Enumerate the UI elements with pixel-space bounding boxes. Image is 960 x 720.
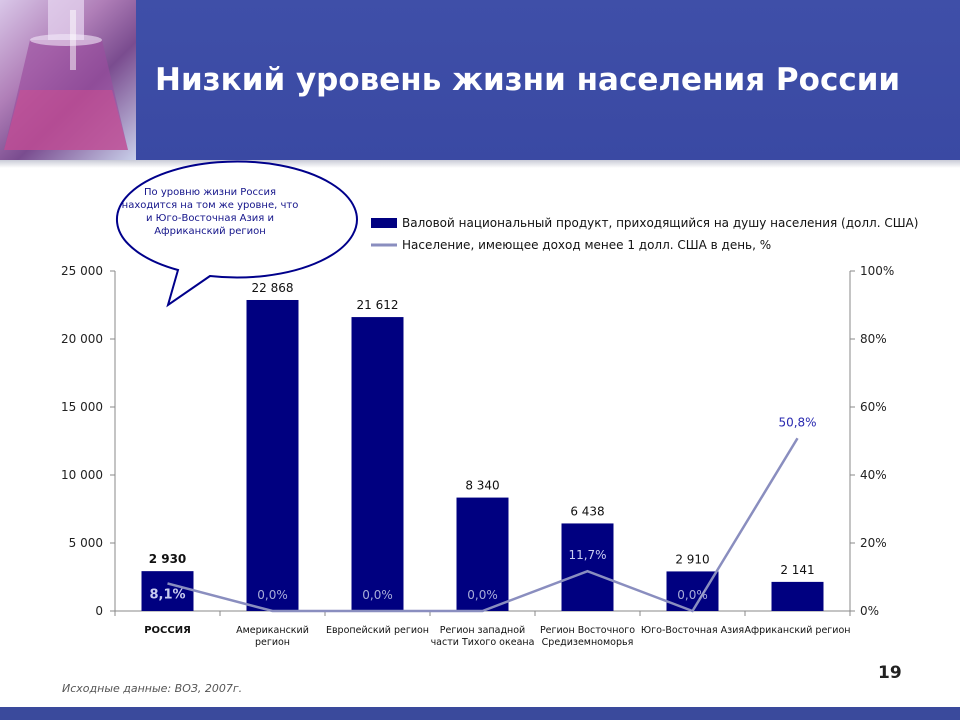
left-tick-label: 15 000 [61, 400, 103, 414]
right-tick-label: 80% [860, 332, 887, 346]
bar-value-label: 2 910 [675, 552, 709, 566]
category-label: Европейский регион [326, 625, 429, 636]
line-value-label: 11,7% [568, 548, 606, 562]
category-label-line: Европейский регион [326, 625, 429, 636]
category-label-line: Регион западной [440, 625, 525, 636]
category-label: РОССИЯ [144, 625, 191, 636]
category-labels: РОССИЯ Американский регион Европейский реги… [144, 625, 850, 648]
slide-header: Низкий уровень жизни населения России [0, 0, 960, 160]
callout-text: По уровню жизни Россия находится на том … [121, 187, 299, 237]
callout-bubble [115, 160, 358, 308]
line-value-label: 0,0% [257, 588, 288, 602]
category-label: Регион Восточного Средиземноморья [540, 625, 635, 648]
bar-value-label: 22 868 [252, 281, 294, 295]
bar-value-labels: 2 930 22 868 21 612 8 340 6 438 2 910 2 141 [149, 281, 815, 577]
left-tick-label: 25 000 [61, 264, 103, 278]
category-label: Африканский регион [745, 625, 851, 636]
left-tick-label: 5 000 [69, 536, 103, 550]
bar-value-label: 8 340 [465, 479, 499, 493]
right-tick-label: 100% [860, 264, 894, 278]
right-tick-label: 40% [860, 468, 887, 482]
category-label: Юго-Восточная Азия [641, 625, 744, 636]
bar-value-label: 21 612 [357, 298, 399, 312]
bar-series [141, 299, 824, 611]
line-value-label: 0,0% [467, 588, 498, 602]
legend-label-bar: Валовой национальный продукт, приходящий… [402, 216, 918, 230]
legend-swatch-bar [371, 218, 397, 228]
category-label-line: Регион Восточного [540, 625, 635, 636]
line-value-label: 0,0% [362, 588, 393, 602]
left-tick-label: 10 000 [61, 468, 103, 482]
bar [141, 571, 194, 611]
category-label: Регион западной части Тихого океана [431, 625, 535, 648]
category-label-line: части Тихого океана [431, 637, 535, 648]
header-divider [0, 160, 960, 168]
page-number: 19 [878, 663, 902, 683]
page-title: Низкий уровень жизни населения России [155, 62, 901, 98]
category-label-line: регион [255, 637, 290, 648]
right-tick-label: 60% [860, 400, 887, 414]
bar [246, 299, 299, 611]
bar [456, 497, 509, 611]
bar [351, 317, 404, 611]
chart-axes: 0 5 000 10 000 15 000 20 000 25 000 0% 20% 40% 60… [61, 264, 894, 618]
category-label-line: Африканский регион [745, 625, 851, 636]
right-tick-label: 20% [860, 536, 887, 550]
line-value-label: 50,8% [778, 415, 816, 429]
line-value-label: 0,0% [677, 588, 708, 602]
category-label-line: РОССИЯ [144, 625, 191, 636]
line-value-label: 8,1% [149, 587, 185, 602]
chart-legend: Валовой национальный продукт, приходящий… [371, 216, 918, 252]
right-tick-label: 0% [860, 604, 879, 618]
line-value-labels: 8,1% 0,0% 0,0% 0,0% 11,7% 0,0% 50,8% [149, 415, 816, 602]
legend-label-line: Население, имеющее доход менее 1 долл. С… [402, 238, 771, 252]
bar-value-label: 2 141 [780, 563, 814, 577]
bar [771, 581, 824, 611]
bar-value-label: 2 930 [149, 552, 187, 566]
line-path [167, 437, 799, 613]
left-tick-label: 0 [95, 604, 103, 618]
line-series [167, 437, 799, 613]
category-label-line: Юго-Восточная Азия [641, 625, 744, 636]
category-label-line: Средиземноморья [542, 637, 634, 648]
left-tick-label: 20 000 [61, 332, 103, 346]
bar-value-label: 6 438 [570, 504, 604, 518]
category-label: Американский регион [236, 625, 309, 648]
bar [561, 523, 614, 611]
footer-bar [0, 707, 960, 720]
source-footnote: Исходные данные: ВОЗ, 2007г. [62, 682, 243, 695]
flask-photo [0, 0, 136, 160]
category-label-line: Американский [236, 625, 309, 636]
